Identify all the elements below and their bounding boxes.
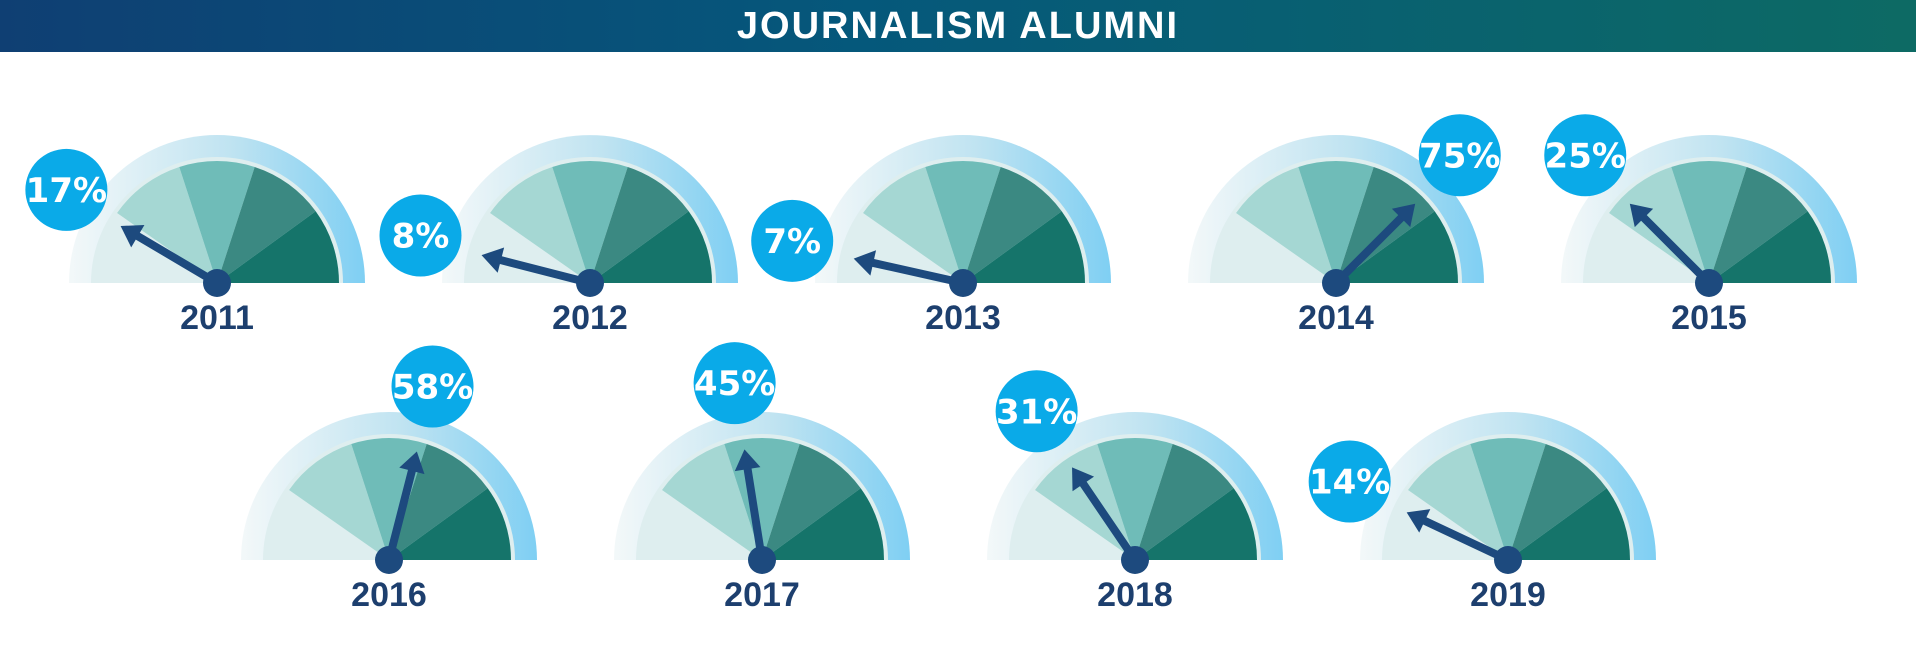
gauge-year-label: 2013	[925, 299, 1001, 337]
gauge-needle-head	[1629, 203, 1654, 228]
gauge-segment	[490, 166, 590, 283]
gauge-needle-head	[120, 224, 145, 248]
gauge-segment	[552, 160, 628, 283]
gauge-segment	[662, 443, 762, 560]
gauge-value-bubble	[25, 148, 108, 231]
gauge-2012: 2012 8%	[379, 135, 738, 337]
gauge-segment	[1135, 488, 1257, 560]
gauge-pivot	[1322, 269, 1350, 297]
gauge-needle	[1639, 213, 1713, 287]
gauge-needle	[133, 232, 221, 287]
gauge-needle	[743, 465, 766, 564]
gauge-value-bubble	[751, 199, 834, 282]
gauge-pivot	[576, 269, 604, 297]
gauge-value-label: 75%	[1419, 136, 1500, 176]
gauge-value-bubble	[693, 342, 776, 425]
gauge-segment	[179, 161, 255, 283]
gauge-value-bubble	[1544, 114, 1627, 197]
gauge-year-label: 2012	[552, 299, 628, 337]
gauge-value-label: 25%	[1545, 136, 1626, 176]
gauge-segment	[863, 166, 963, 283]
gauge-segment	[963, 211, 1085, 283]
gauge-needle	[1079, 479, 1139, 564]
title-banner: JOURNALISM ALUMNI	[0, 0, 1916, 52]
gauge-pivot	[748, 546, 776, 574]
gauge-segment	[925, 160, 1001, 283]
gauge-segment	[590, 211, 712, 283]
gauge-segment	[1135, 443, 1234, 560]
gauge-pivot	[203, 269, 231, 297]
gauge-segment	[1035, 443, 1135, 560]
gauge-value-label: 58%	[392, 367, 473, 407]
gauge-value-bubble	[1418, 114, 1501, 197]
gauge-needle-head	[734, 449, 761, 472]
gauge-segment	[1298, 160, 1374, 283]
gauge-needle	[496, 256, 594, 287]
gauge-value-label: 8%	[392, 216, 450, 256]
gauge-value-label: 31%	[996, 392, 1077, 432]
gauge-segment	[762, 488, 884, 560]
gauge-segment	[217, 166, 316, 283]
gauge-segment	[590, 166, 689, 283]
gauge-segment	[963, 166, 1062, 283]
gauge-2018: 2018 31%	[987, 370, 1283, 614]
gauge-value-label: 7%	[763, 222, 821, 262]
gauge-segment	[762, 443, 861, 560]
gauge-needle-head	[853, 250, 877, 276]
gauge-segment	[289, 443, 389, 560]
gauge-segment	[1408, 443, 1508, 560]
gauge-2011: 2011 17%	[25, 135, 365, 337]
gauge-value-bubble	[995, 370, 1078, 453]
gauge-pivot	[1494, 546, 1522, 574]
gauge-needle	[1332, 213, 1406, 287]
gauge-2017: 2017 45%	[614, 342, 910, 614]
gauge-segment	[217, 211, 339, 283]
gauge-needle	[1420, 516, 1512, 564]
gauge-value-label: 14%	[1309, 462, 1390, 502]
gauge-2015: 2015 25%	[1544, 114, 1857, 337]
gauge-value-label: 45%	[694, 364, 775, 404]
gauge-value-label: 17%	[26, 171, 107, 211]
gauge-segment	[389, 443, 488, 560]
gauge-year-label: 2017	[724, 576, 800, 614]
gauge-needle-head	[1391, 203, 1416, 228]
gauge-needle-head	[481, 247, 505, 273]
gauge-2014: 2014 75%	[1188, 114, 1501, 337]
gauge-segment	[1470, 437, 1546, 560]
gauge-segment	[1671, 160, 1747, 283]
gauge-pivot	[949, 269, 977, 297]
gauge-segment	[389, 488, 511, 560]
gauge-needle	[385, 466, 416, 564]
gauge-year-label: 2015	[1671, 299, 1747, 337]
gauge-year-label: 2016	[351, 576, 427, 614]
gauge-segment	[1709, 166, 1808, 283]
gauge-segment	[1236, 166, 1336, 283]
gauge-value-bubble	[379, 194, 462, 277]
gauge-2013: 2013 7%	[751, 135, 1111, 337]
gauge-pivot	[1121, 546, 1149, 574]
gauge-segment	[1709, 211, 1831, 283]
gauge-year-label: 2018	[1097, 576, 1173, 614]
gauge-segment	[1508, 443, 1607, 560]
gauge-year-label: 2019	[1470, 576, 1546, 614]
gauge-value-bubble	[391, 345, 474, 428]
gauge-year-label: 2011	[180, 299, 254, 337]
gauge-segment	[1508, 488, 1630, 560]
chart-title: JOURNALISM ALUMNI	[736, 4, 1180, 47]
gauge-segment	[117, 166, 217, 283]
gauge-value-bubble	[1308, 440, 1391, 523]
gauge-year-label: 2014	[1298, 299, 1374, 337]
gauge-segment	[1097, 437, 1173, 560]
gauge-2016: 2016 58%	[241, 345, 537, 614]
gauge-pivot	[375, 546, 403, 574]
gauge-needle-head	[1072, 467, 1095, 492]
gauge-needle	[869, 258, 967, 287]
gauge-needle-head	[1406, 509, 1431, 533]
gauge-needle-head	[399, 451, 425, 475]
gauge-pivot	[1695, 269, 1723, 297]
gauge-segment	[1336, 211, 1458, 283]
gauge-2019: 2019 14%	[1308, 412, 1656, 614]
